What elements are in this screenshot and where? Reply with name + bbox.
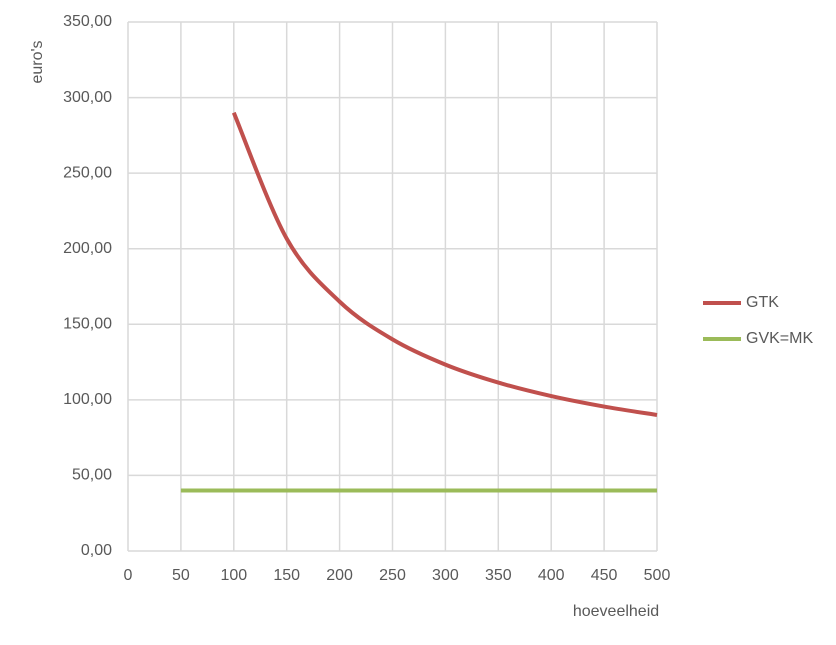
x-tick-label: 50 bbox=[172, 567, 190, 584]
x-tick-label: 500 bbox=[644, 567, 671, 584]
legend-label: GVK=MK bbox=[746, 330, 813, 347]
y-tick-label: 100,00 bbox=[63, 391, 112, 408]
y-tick-label: 300,00 bbox=[63, 89, 112, 106]
y-tick-label: 0,00 bbox=[81, 542, 112, 559]
x-tick-label: 350 bbox=[485, 567, 512, 584]
series-line bbox=[231, 111, 658, 417]
legend-label: GTK bbox=[746, 294, 779, 311]
x-tick-label: 100 bbox=[220, 567, 247, 584]
y-axis-title: euro's bbox=[29, 40, 46, 83]
y-tick-label: 350,00 bbox=[63, 13, 112, 30]
x-tick-label: 450 bbox=[591, 567, 618, 584]
x-tick-label: 400 bbox=[538, 567, 565, 584]
y-tick-label: 200,00 bbox=[63, 240, 112, 257]
x-tick-label: 300 bbox=[432, 567, 459, 584]
x-tick-label: 200 bbox=[326, 567, 353, 584]
x-tick-label: 150 bbox=[273, 567, 300, 584]
x-tick-label: 0 bbox=[124, 567, 133, 584]
y-tick-label: 250,00 bbox=[63, 164, 112, 181]
x-tick-label: 250 bbox=[379, 567, 406, 584]
y-tick-label: 150,00 bbox=[63, 316, 112, 333]
x-axis-title: hoeveelheid bbox=[573, 603, 659, 620]
y-tick-label: 50,00 bbox=[72, 467, 112, 484]
